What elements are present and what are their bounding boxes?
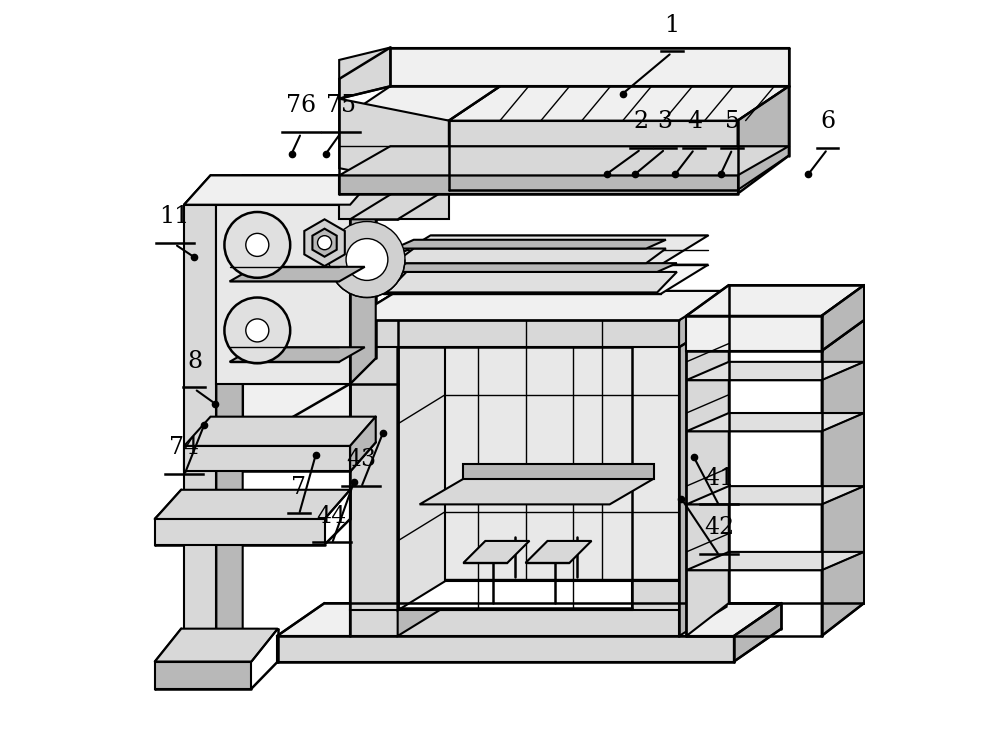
Polygon shape	[184, 205, 216, 662]
Text: 44: 44	[317, 505, 347, 528]
Polygon shape	[449, 86, 789, 121]
Polygon shape	[230, 267, 365, 281]
Polygon shape	[738, 86, 789, 190]
Polygon shape	[184, 417, 376, 446]
Polygon shape	[184, 446, 350, 471]
Polygon shape	[383, 235, 708, 265]
Polygon shape	[679, 292, 727, 322]
Text: 11: 11	[160, 205, 190, 228]
Polygon shape	[339, 99, 449, 190]
Polygon shape	[350, 175, 376, 384]
Polygon shape	[445, 318, 679, 581]
Polygon shape	[394, 249, 666, 263]
Polygon shape	[350, 322, 679, 610]
Polygon shape	[686, 486, 864, 504]
Polygon shape	[243, 384, 350, 446]
Polygon shape	[339, 175, 738, 194]
Polygon shape	[686, 413, 864, 431]
Polygon shape	[463, 541, 529, 563]
Text: 76: 76	[286, 94, 316, 117]
Polygon shape	[686, 362, 864, 380]
Polygon shape	[339, 48, 390, 99]
Polygon shape	[387, 263, 677, 272]
Polygon shape	[216, 175, 376, 205]
Text: 3: 3	[658, 110, 673, 133]
Polygon shape	[679, 291, 727, 347]
Polygon shape	[339, 86, 500, 121]
Text: 4: 4	[687, 110, 702, 133]
Polygon shape	[398, 347, 632, 610]
Text: 6: 6	[820, 110, 835, 133]
Polygon shape	[350, 320, 679, 347]
Polygon shape	[350, 291, 727, 320]
Text: 1: 1	[664, 14, 679, 37]
Polygon shape	[686, 552, 864, 570]
Polygon shape	[251, 629, 278, 662]
Polygon shape	[398, 318, 445, 610]
Polygon shape	[350, 291, 727, 320]
Circle shape	[329, 221, 405, 298]
Polygon shape	[686, 316, 822, 351]
Polygon shape	[216, 175, 243, 662]
Polygon shape	[394, 240, 666, 249]
Polygon shape	[155, 519, 325, 545]
Polygon shape	[822, 285, 864, 351]
Polygon shape	[304, 219, 345, 266]
Polygon shape	[155, 490, 350, 519]
Polygon shape	[526, 541, 591, 563]
Polygon shape	[383, 265, 708, 294]
Text: 41: 41	[704, 467, 734, 490]
Polygon shape	[420, 479, 654, 504]
Circle shape	[246, 233, 269, 257]
Polygon shape	[155, 629, 278, 662]
Circle shape	[318, 235, 332, 250]
Polygon shape	[463, 464, 654, 479]
Polygon shape	[632, 322, 679, 636]
Polygon shape	[312, 229, 337, 257]
Polygon shape	[350, 292, 445, 322]
Polygon shape	[387, 272, 677, 292]
Polygon shape	[184, 175, 376, 205]
Polygon shape	[216, 205, 350, 384]
Text: 2: 2	[634, 110, 649, 133]
Polygon shape	[350, 190, 445, 219]
Circle shape	[346, 238, 388, 281]
Polygon shape	[339, 190, 449, 219]
Polygon shape	[325, 490, 350, 519]
Polygon shape	[184, 175, 243, 205]
Polygon shape	[350, 322, 398, 636]
Polygon shape	[398, 292, 445, 636]
Polygon shape	[230, 347, 365, 362]
Polygon shape	[390, 48, 789, 86]
Polygon shape	[350, 610, 679, 636]
Polygon shape	[339, 146, 789, 175]
Circle shape	[224, 298, 290, 363]
Polygon shape	[686, 316, 729, 636]
Circle shape	[246, 319, 269, 342]
Text: 75: 75	[326, 94, 356, 117]
Polygon shape	[277, 636, 734, 662]
Text: 7: 7	[291, 476, 306, 499]
Polygon shape	[277, 603, 781, 636]
Text: 8: 8	[187, 350, 202, 373]
Polygon shape	[679, 292, 727, 636]
Polygon shape	[822, 320, 864, 636]
Polygon shape	[350, 417, 376, 471]
Polygon shape	[734, 603, 781, 662]
Polygon shape	[155, 662, 251, 689]
Text: 43: 43	[346, 449, 376, 471]
Text: 5: 5	[725, 110, 740, 133]
Circle shape	[224, 212, 290, 278]
Polygon shape	[339, 161, 496, 190]
Text: 74: 74	[169, 436, 199, 459]
Polygon shape	[449, 121, 738, 190]
Text: 42: 42	[704, 517, 734, 539]
Polygon shape	[686, 285, 864, 316]
